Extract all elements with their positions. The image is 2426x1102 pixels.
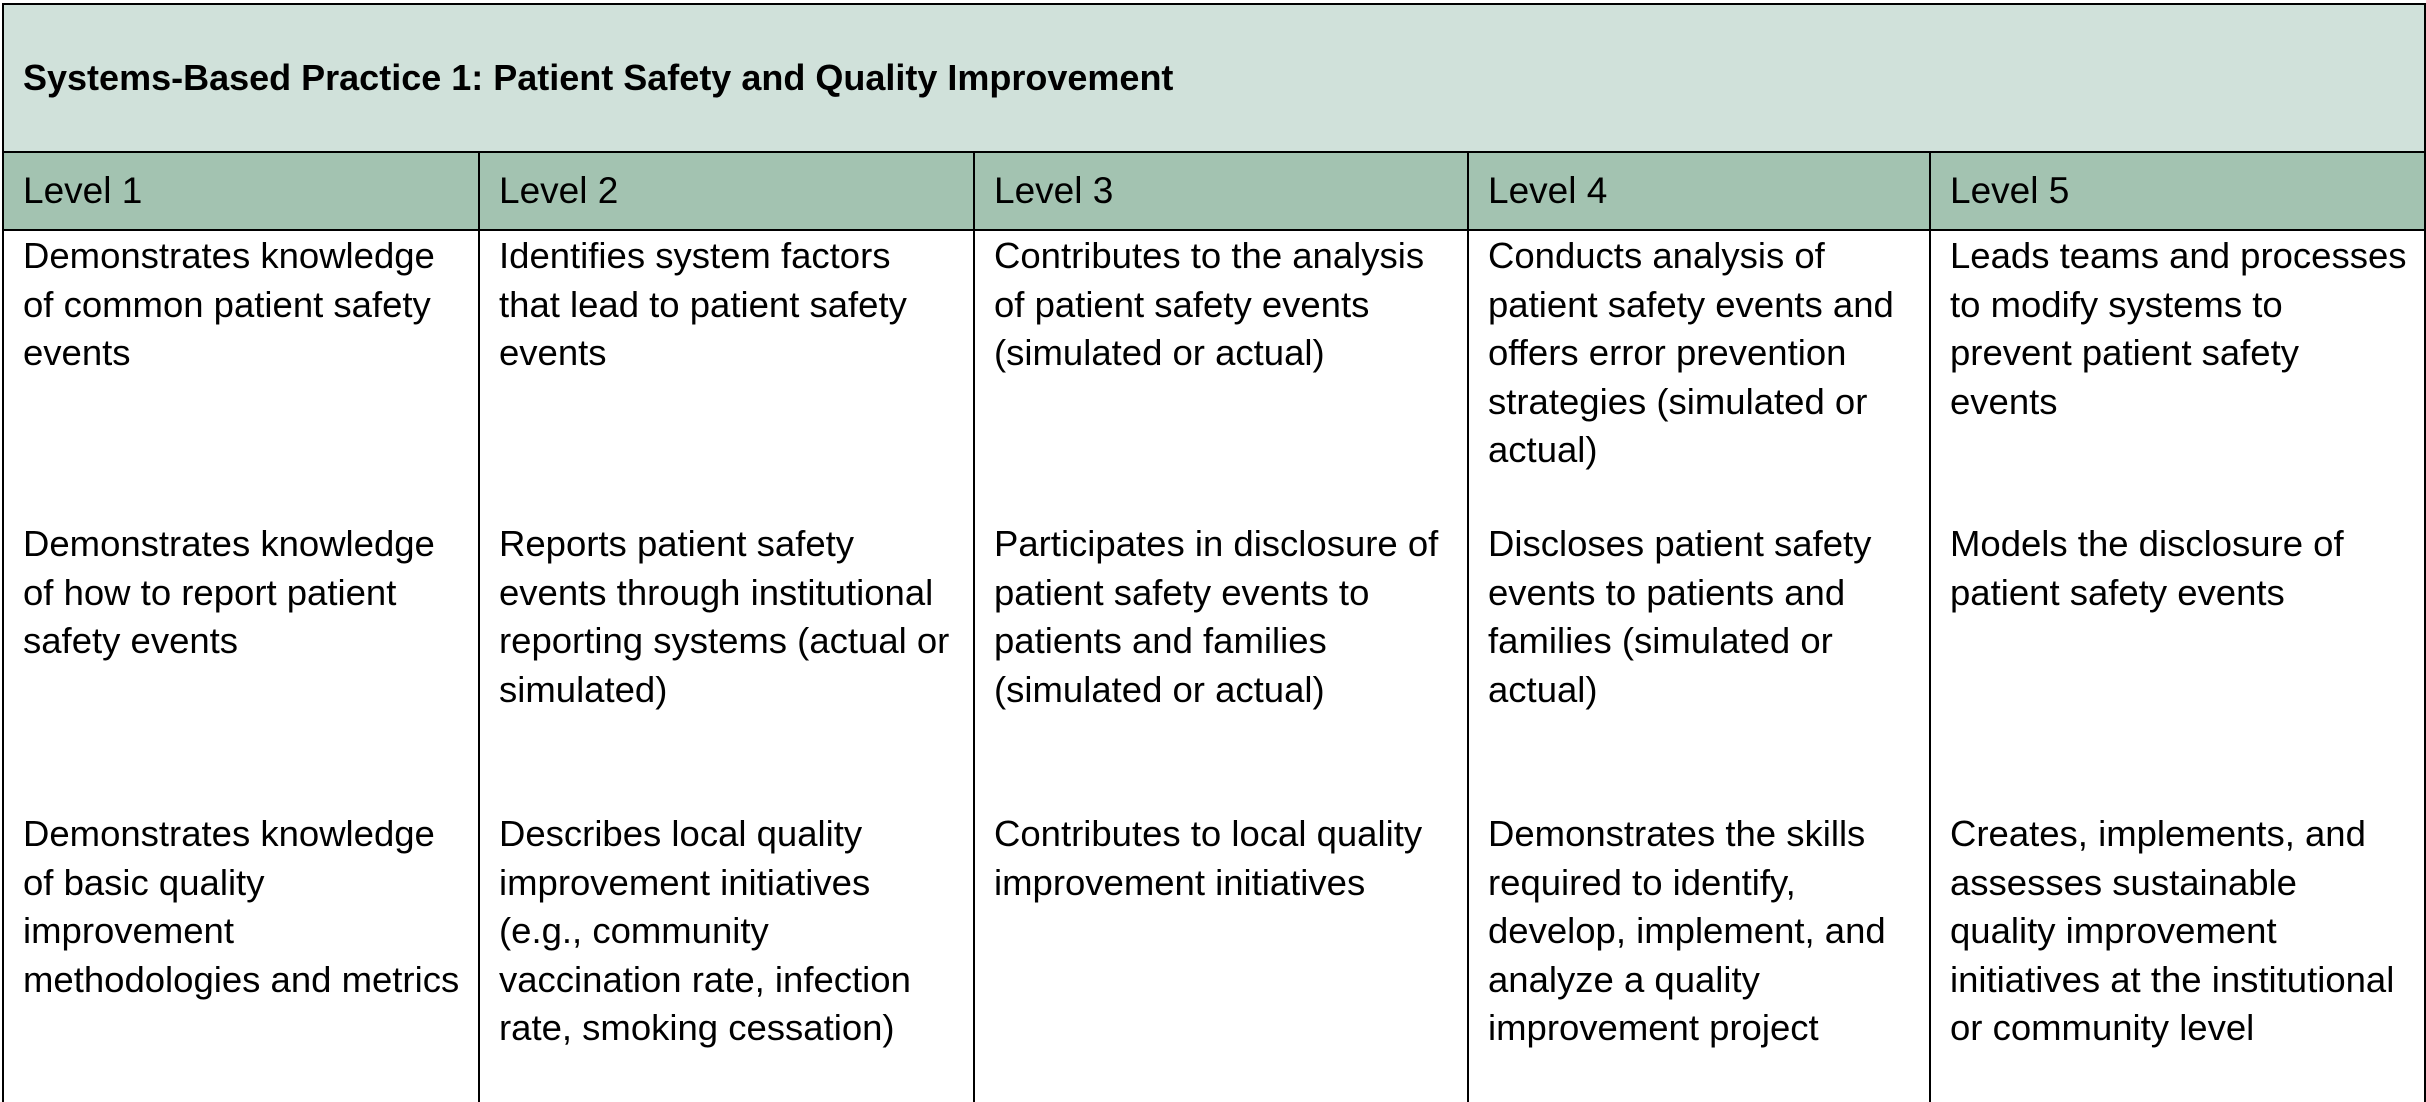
table-cell: Participates in disclosure of patient sa… bbox=[973, 520, 1469, 810]
cell-text: Contributes to local quality improvement… bbox=[994, 813, 1423, 903]
table-cell: Demonstrates knowledge of common patient… bbox=[2, 230, 480, 520]
cell-text: Identifies system factors that lead to p… bbox=[499, 235, 907, 373]
cell-text: Creates, implements, and assesses sustai… bbox=[1950, 813, 2395, 1048]
milestone-table: Systems-Based Practice 1: Patient Safety… bbox=[1, 3, 2426, 1102]
table-cell: Demonstrates knowledge of basic quality … bbox=[2, 810, 480, 1102]
cell-text: Reports patient safety events through in… bbox=[499, 523, 950, 710]
table-cell: Discloses patient safety events to patie… bbox=[1467, 520, 1931, 810]
table-cell: Reports patient safety events through in… bbox=[478, 520, 975, 810]
level-2-header: Level 2 bbox=[478, 151, 975, 231]
table-row: Demonstrates knowledge of basic quality … bbox=[2, 810, 2426, 1102]
table-cell: Contributes to local quality improvement… bbox=[973, 810, 1469, 1102]
level-header-row: Level 1 Level 2 Level 3 Level 4 Level 5 bbox=[2, 151, 2426, 231]
table-row: Demonstrates knowledge of how to report … bbox=[2, 520, 2426, 810]
level-4-header: Level 4 bbox=[1467, 151, 1931, 231]
cell-text: Discloses patient safety events to patie… bbox=[1488, 523, 1872, 710]
cell-text: Conducts analysis of patient safety even… bbox=[1488, 235, 1894, 470]
cell-text: Describes local quality improvement init… bbox=[499, 813, 911, 1048]
table-cell: Demonstrates the skills required to iden… bbox=[1467, 810, 1931, 1102]
cell-text: Models the disclosure of patient safety … bbox=[1950, 523, 2344, 613]
table-cell: Models the disclosure of patient safety … bbox=[1928, 520, 2426, 810]
cell-text: Demonstrates knowledge of basic quality … bbox=[23, 813, 460, 1000]
cell-text: Demonstrates knowledge of common patient… bbox=[23, 235, 435, 373]
cell-text: Leads teams and processes to modify syst… bbox=[1950, 235, 2407, 422]
table-cell: Creates, implements, and assesses sustai… bbox=[1928, 810, 2426, 1102]
table-row: Demonstrates knowledge of common patient… bbox=[2, 230, 2426, 520]
title-row: Systems-Based Practice 1: Patient Safety… bbox=[1, 3, 2426, 153]
table-cell: Identifies system factors that lead to p… bbox=[478, 230, 975, 520]
table-cell: Conducts analysis of patient safety even… bbox=[1467, 230, 1931, 520]
cell-text: Contributes to the analysis of patient s… bbox=[994, 235, 1425, 373]
table-cell: Demonstrates knowledge of how to report … bbox=[2, 520, 480, 810]
cell-text: Participates in disclosure of patient sa… bbox=[994, 523, 1439, 710]
level-5-header: Level 5 bbox=[1928, 151, 2426, 231]
cell-text: Demonstrates the skills required to iden… bbox=[1488, 813, 1886, 1048]
table-title: Systems-Based Practice 1: Patient Safety… bbox=[1, 3, 2426, 153]
table-cell: Describes local quality improvement init… bbox=[478, 810, 975, 1102]
table-cell: Contributes to the analysis of patient s… bbox=[973, 230, 1469, 520]
table-cell: Leads teams and processes to modify syst… bbox=[1928, 230, 2426, 520]
cell-text: Demonstrates knowledge of how to report … bbox=[23, 523, 435, 661]
level-1-header: Level 1 bbox=[2, 151, 480, 231]
level-3-header: Level 3 bbox=[973, 151, 1469, 231]
